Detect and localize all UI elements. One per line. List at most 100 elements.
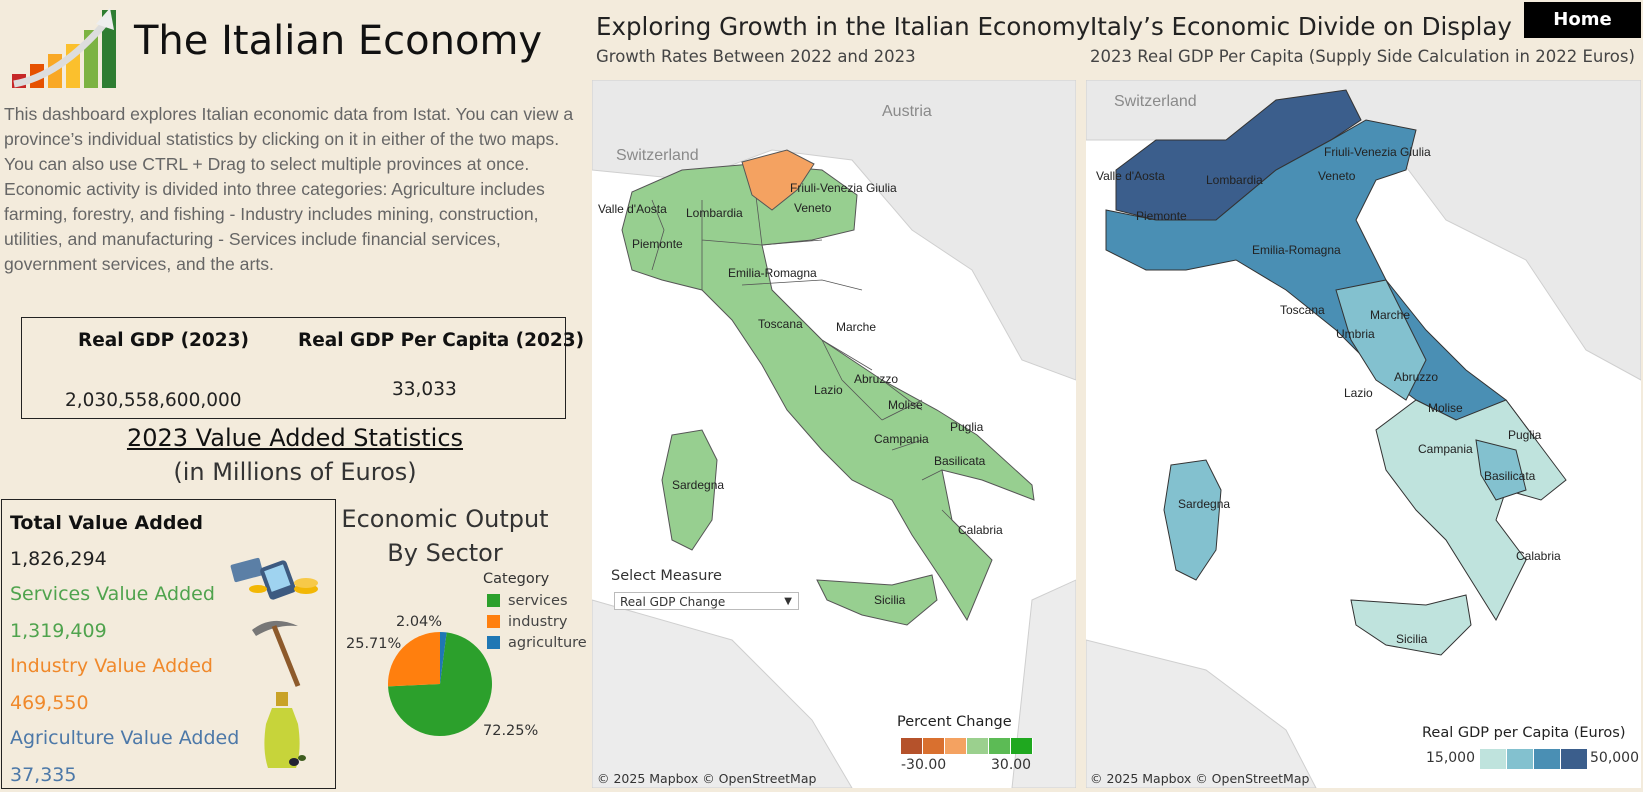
- gdp-country-label-switzerland: Switzerland: [1114, 93, 1197, 110]
- growth-ramp-step: [945, 738, 967, 754]
- gdp-ramp-step: [1534, 749, 1561, 769]
- pie-label-agriculture: 2.04%: [396, 614, 443, 630]
- pie-label-industry: 25.71%: [346, 636, 402, 652]
- services-value-added-value: 1,319,409: [10, 620, 107, 642]
- gdp-map-canvas[interactable]: Switzerland Valle d'Aosta Lombardia Piem…: [1086, 80, 1641, 788]
- agriculture-value-added-label: Agriculture Value Added: [10, 727, 240, 749]
- select-measure-value: Real GDP Change: [620, 595, 726, 609]
- gdp-map-credit[interactable]: © 2025 Mapbox © OpenStreetMap: [1090, 771, 1310, 786]
- dashboard-intro-text: This dashboard explores Italian economic…: [4, 104, 574, 274]
- chevron-down-icon[interactable]: ▼: [784, 596, 792, 607]
- growth-region-label-lazio: Lazio: [814, 383, 843, 397]
- legend-swatch: [487, 594, 500, 607]
- growth-map[interactable]: Austria Switzerland Valle d'Aosta Lombar…: [592, 80, 1076, 788]
- growth-region-label-calabria: Calabria: [958, 523, 1003, 537]
- legend-swatch: [487, 636, 500, 649]
- gdp-region-label-veneto: Veneto: [1318, 169, 1356, 183]
- gdp-region-label-sardegna: Sardegna: [1178, 497, 1230, 511]
- gdp-map[interactable]: Switzerland Valle d'Aosta Lombardia Piem…: [1086, 80, 1641, 788]
- gdp-region-label-umbria: Umbria: [1336, 327, 1375, 341]
- pie-legend-item-services[interactable]: services: [487, 593, 568, 609]
- gdp-region-label-lazio: Lazio: [1344, 386, 1373, 400]
- gdp-per-capita-label: Real GDP Per Capita (2023): [298, 330, 585, 351]
- growth-region-label-molise: Molise: [888, 398, 923, 412]
- legend-swatch: [487, 615, 500, 628]
- gdp-region-label-basilicata: Basilicata: [1484, 469, 1536, 483]
- growth-ramp-title: Percent Change: [897, 714, 1012, 730]
- growth-map-credit[interactable]: © 2025 Mapbox © OpenStreetMap: [597, 771, 817, 786]
- gdp-map-subtitle: 2023 Real GDP Per Capita (Supply Side Ca…: [1090, 47, 1635, 66]
- growth-region-label-sardegna: Sardegna: [672, 478, 724, 492]
- growth-color-ramp: [901, 738, 1033, 754]
- gdp-region-label-abruzzo: Abruzzo: [1394, 370, 1438, 384]
- pie-legend-item-agriculture[interactable]: agriculture: [487, 635, 587, 651]
- money-card-icon: [230, 557, 318, 600]
- growth-region-label-puglia: Puglia: [950, 420, 984, 434]
- gdp-region-label-marche: Marche: [1370, 308, 1410, 322]
- growth-region-label-toscana: Toscana: [758, 317, 803, 331]
- pie-legend-title: Category: [483, 571, 550, 587]
- select-measure-dropdown[interactable]: Real GDP Change ▼: [614, 592, 799, 610]
- pie-title-line2: By Sector: [387, 539, 503, 567]
- gdp-region-label-campania: Campania: [1418, 442, 1473, 456]
- growth-chart-logo-icon: [12, 8, 116, 88]
- country-label-austria: Austria: [882, 103, 932, 120]
- gdp-value: 2,030,558,600,000: [65, 390, 242, 411]
- growth-ramp-step: [967, 738, 989, 754]
- pie-slice-services[interactable]: [388, 632, 492, 736]
- legend-label: agriculture: [508, 635, 587, 651]
- sector-pie-chart: [388, 632, 492, 736]
- gdp-ramp-min: 15,000: [1426, 750, 1475, 766]
- growth-region-label-valle-d-aosta: Valle d'Aosta: [598, 202, 667, 216]
- growth-ramp-step: [923, 738, 945, 754]
- growth-region-label-lombardia: Lombardia: [686, 206, 743, 220]
- value-added-title: 2023 Value Added Statistics: [126, 424, 464, 452]
- home-button[interactable]: Home: [1524, 2, 1641, 38]
- pickaxe-icon: [252, 620, 301, 687]
- gdp-region-label-puglia: Puglia: [1508, 428, 1542, 442]
- growth-region-label-emilia-romagna: Emilia-Romagna: [728, 266, 817, 280]
- gdp-region-label-calabria: Calabria: [1516, 549, 1561, 563]
- pie-slice-industry[interactable]: [388, 632, 440, 687]
- value-added-box: [1, 499, 336, 789]
- select-measure-label: Select Measure: [611, 568, 722, 584]
- gdp-region-label-emilia-romagna: Emilia-Romagna: [1252, 243, 1341, 257]
- pie-legend-item-industry[interactable]: industry: [487, 614, 567, 630]
- growth-ramp-step: [901, 738, 923, 754]
- growth-region-label-abruzzo: Abruzzo: [854, 372, 898, 386]
- growth-region-label-marche: Marche: [836, 320, 876, 334]
- total-value-added-value: 1,826,294: [10, 548, 107, 570]
- pie-slice-agriculture[interactable]: [440, 632, 447, 684]
- pie-title-line1: Economic Output: [341, 505, 549, 533]
- growth-region-label-sicilia: Sicilia: [874, 593, 906, 607]
- gdp-region-label-lombardia: Lombardia: [1206, 173, 1263, 187]
- agriculture-value-added-value: 37,335: [10, 764, 77, 786]
- growth-map-title: Exploring Growth in the Italian Economy: [596, 12, 1091, 41]
- gdp-ramp-step: [1561, 749, 1588, 769]
- growth-ramp-step: [989, 738, 1011, 754]
- growth-ramp-min: -30.00: [901, 757, 947, 773]
- pie-label-services: 72.25%: [483, 723, 539, 739]
- total-value-added-label: Total Value Added: [10, 512, 203, 534]
- gdp-label: Real GDP (2023): [78, 330, 249, 351]
- growth-region-label-basilicata: Basilicata: [934, 454, 986, 468]
- gdp-region-label-sicilia: Sicilia: [1396, 632, 1428, 646]
- growth-ramp-max: 30.00: [991, 757, 1032, 773]
- gdp-ramp-step: [1507, 749, 1534, 769]
- olive-oil-icon: [264, 692, 306, 768]
- gdp-region-label-molise: Molise: [1428, 401, 1463, 415]
- gdp-per-capita-value: 33,033: [392, 379, 457, 400]
- country-label-switzerland: Switzerland: [616, 147, 699, 164]
- legend-label: industry: [508, 614, 568, 630]
- legend-label: services: [508, 593, 568, 609]
- growth-region-label-veneto: Veneto: [794, 201, 832, 215]
- value-added-subtitle: (in Millions of Euros): [173, 458, 417, 486]
- gdp-color-ramp: [1480, 749, 1588, 769]
- gdp-region-label-piemonte: Piemonte: [1136, 209, 1187, 223]
- industry-value-added-value: 469,550: [10, 692, 89, 714]
- growth-map-canvas[interactable]: Austria Switzerland Valle d'Aosta Lombar…: [592, 80, 1076, 788]
- gdp-region-label-friuli: Friuli-Venezia Giulia: [1324, 145, 1431, 159]
- industry-value-added-label: Industry Value Added: [10, 655, 213, 677]
- growth-region-label-piemonte: Piemonte: [632, 237, 683, 251]
- dashboard-title: The Italian Economy: [134, 18, 543, 64]
